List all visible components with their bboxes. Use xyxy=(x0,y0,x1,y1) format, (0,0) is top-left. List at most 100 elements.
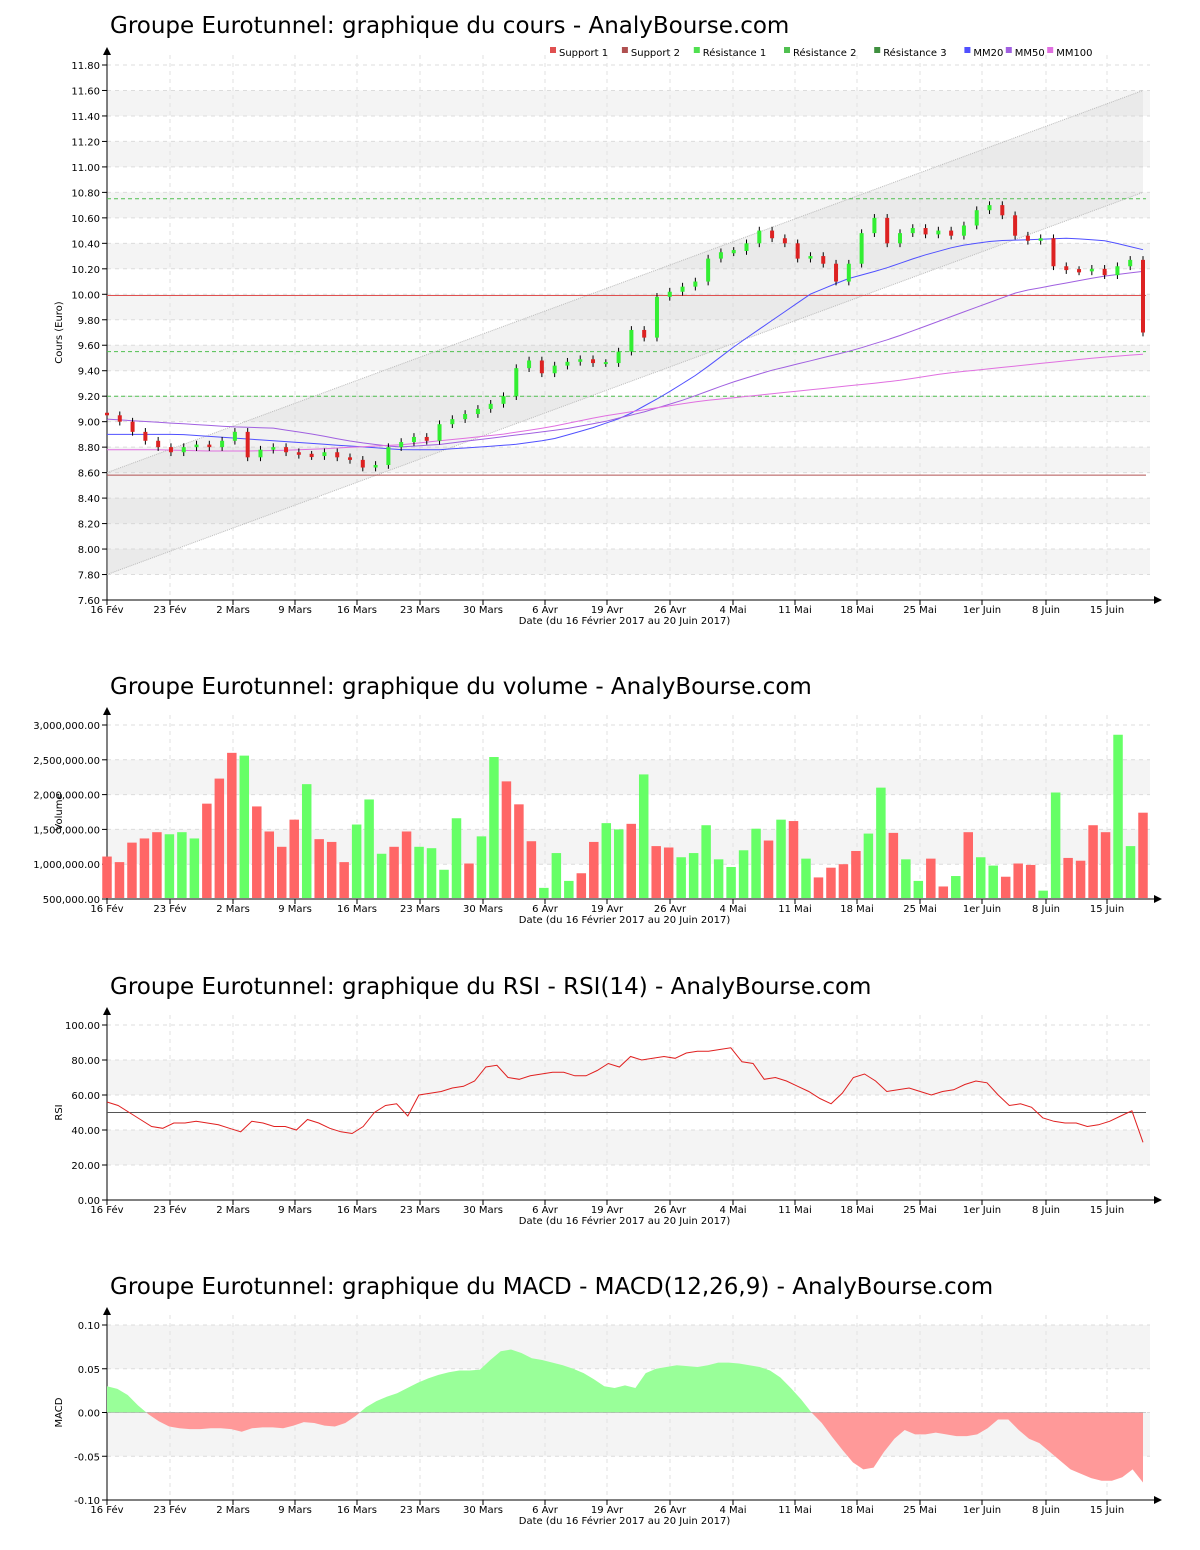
x-tick-label: 1er Juin xyxy=(963,1505,1001,1516)
y-tick-label: 500,000.00 xyxy=(43,895,100,906)
x-tick-label: 19 Avr xyxy=(591,605,624,616)
candle-body xyxy=(424,436,429,441)
candle-body xyxy=(680,286,685,292)
volume-bar xyxy=(414,846,424,898)
x-tick-label: 8 Juin xyxy=(1032,904,1060,915)
candle-body xyxy=(475,408,480,415)
y-tick-label: 100.00 xyxy=(65,1021,100,1032)
volume-bar xyxy=(738,850,749,898)
volume-bar xyxy=(1088,825,1098,898)
y-tick-label: 9.80 xyxy=(78,316,100,327)
candle-body xyxy=(373,464,378,468)
candle-body xyxy=(872,217,877,234)
candle-body xyxy=(1051,238,1056,267)
y-axis-arrow xyxy=(103,1307,111,1315)
volume-bar xyxy=(152,832,162,898)
candle-body xyxy=(207,444,212,448)
x-axis-arrow xyxy=(1154,1496,1162,1504)
y-axis-arrow xyxy=(103,707,111,715)
x-tick-label: 23 Mars xyxy=(400,904,440,915)
x-tick-label: 6 Avr xyxy=(532,904,559,915)
legend-item: MM50 xyxy=(1015,48,1045,59)
volume-bar xyxy=(701,825,711,898)
x-tick-label: 11 Mai xyxy=(778,605,811,616)
volume-bar xyxy=(364,799,374,898)
volume-bar xyxy=(1125,846,1136,898)
x-tick-label: 18 Mai xyxy=(840,904,873,915)
y-tick-label: 0.00 xyxy=(78,1409,100,1420)
y-tick-label: 3,000,000.00 xyxy=(33,721,100,732)
legend-item: Résistance 3 xyxy=(883,47,946,59)
channel-upper xyxy=(106,90,1144,474)
ma50-line xyxy=(106,270,1144,448)
volume-bar xyxy=(401,831,412,898)
legend-swatch xyxy=(550,47,556,53)
volume-bar xyxy=(713,859,724,898)
legend-item: Support 2 xyxy=(631,48,680,59)
x-tick-label: 26 Avr xyxy=(654,904,687,915)
x-axis-label: Date (du 16 Février 2017 au 20 Juin 2017… xyxy=(519,1515,731,1527)
legend-item: MM100 xyxy=(1056,48,1092,59)
volume-bar xyxy=(476,836,487,898)
candle-body xyxy=(693,281,698,287)
candle-body xyxy=(744,243,749,251)
legend-item: Résistance 2 xyxy=(793,47,856,59)
y-tick-label: 1,000,000.00 xyxy=(33,860,100,871)
x-tick-label: 15 Juin xyxy=(1090,605,1124,616)
candle-body xyxy=(143,431,148,441)
volume-bar xyxy=(102,856,112,898)
volume-bar xyxy=(813,877,824,898)
chart-title: Groupe Eurotunnel: graphique du MACD - M… xyxy=(110,1274,993,1300)
volume-bar xyxy=(339,862,349,898)
x-tick-label: 25 Mai xyxy=(903,1505,936,1516)
x-tick-label: 11 Mai xyxy=(778,1205,811,1216)
x-axis-label: Date (du 16 Février 2017 au 20 Juin 2017… xyxy=(519,1215,731,1227)
volume-bar xyxy=(576,873,587,898)
volume-bar xyxy=(189,838,200,898)
volume-bar xyxy=(826,867,836,898)
macd-negative-area xyxy=(146,1412,360,1432)
x-tick-label: 8 Juin xyxy=(1032,1205,1060,1216)
x-tick-label: 6 Avr xyxy=(532,605,559,616)
candle-body xyxy=(322,452,327,457)
volume-bar xyxy=(227,752,237,898)
y-tick-label: 10.80 xyxy=(71,188,100,199)
x-tick-label: 4 Mai xyxy=(719,1505,746,1516)
ma100-line xyxy=(107,353,1144,452)
x-tick-label: 16 Mars xyxy=(337,1205,377,1216)
x-tick-label: 23 Mars xyxy=(400,605,440,616)
x-axis-arrow xyxy=(1154,596,1162,604)
candle-body xyxy=(284,447,289,453)
candle-body xyxy=(642,329,647,338)
volume-bar xyxy=(601,823,612,898)
candle-body xyxy=(1089,268,1094,272)
x-tick-label: 30 Mars xyxy=(463,605,503,616)
volume-bar xyxy=(202,803,212,898)
macd-positive-area xyxy=(359,1349,812,1413)
x-tick-label: 2 Mars xyxy=(216,605,250,616)
x-axis-arrow xyxy=(1154,895,1162,903)
y-tick-label: 80.00 xyxy=(71,1056,100,1067)
candle-body xyxy=(1038,238,1043,241)
volume-bar xyxy=(626,823,636,898)
candle-body xyxy=(923,228,928,235)
volume-bar xyxy=(301,784,312,898)
candle-body xyxy=(1000,205,1005,216)
volume-bar xyxy=(851,850,861,898)
volume-bar xyxy=(788,821,799,898)
rsi-line xyxy=(106,1047,1144,1143)
channel-lower xyxy=(106,191,1144,575)
candle-body xyxy=(156,440,161,448)
candle-body xyxy=(386,447,391,465)
candle-body xyxy=(885,217,890,244)
candle-body xyxy=(181,447,186,453)
legend-swatch xyxy=(1047,47,1054,53)
x-tick-label: 30 Mars xyxy=(463,1505,503,1516)
volume-bar xyxy=(239,755,250,898)
x-tick-label: 26 Avr xyxy=(654,605,687,616)
candle-body xyxy=(591,359,596,364)
candle-body xyxy=(1013,215,1018,236)
x-tick-label: 25 Mai xyxy=(903,904,936,915)
candle-body xyxy=(1064,266,1069,271)
